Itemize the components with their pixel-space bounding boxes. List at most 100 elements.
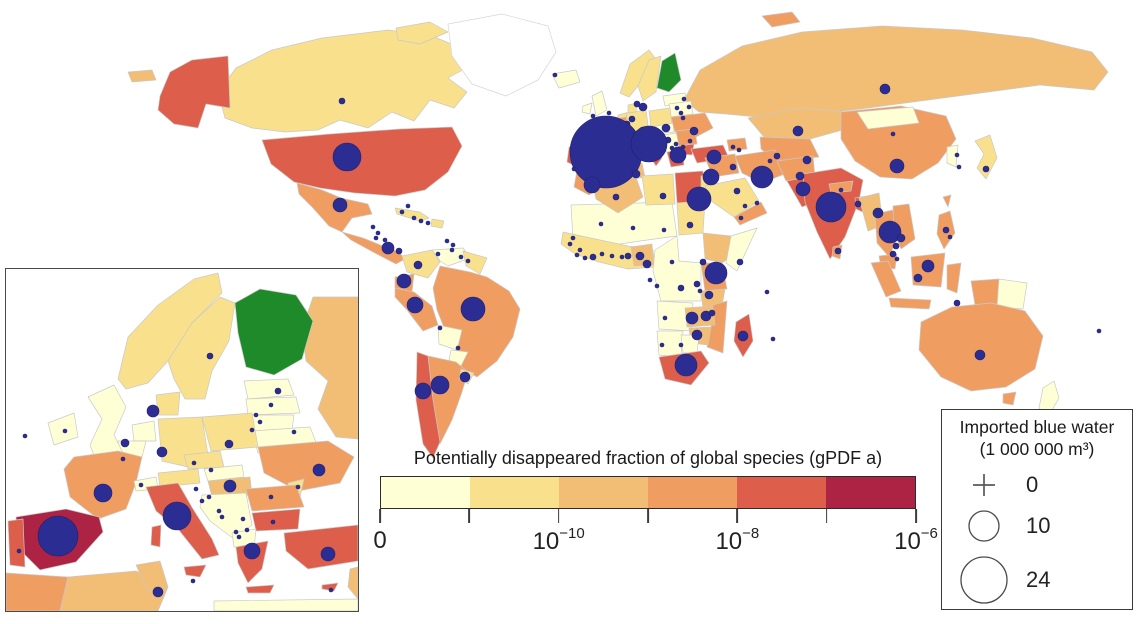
import-bubble [736,147,742,153]
import-bubble [413,260,423,270]
inset-sardinia [150,524,162,548]
europe-inset [5,268,359,612]
import-bubble [465,258,471,264]
import-bubble [956,164,962,170]
import-bubble [406,296,424,314]
inset-turkey [283,524,358,570]
import-bubble [685,311,699,325]
import-bubble [62,428,68,434]
import-bubble [686,104,692,110]
country-hispaniola [430,218,445,229]
import-bubble [689,126,699,136]
import-bubble [291,429,297,435]
import-bubble [338,97,346,105]
colorbar-tick-labels: 0 10−10 10−8 10−6 [373,525,938,555]
import-bubble [638,102,648,112]
import-bubble [612,193,620,201]
import-bubble [661,227,667,233]
import-bubble [444,238,450,244]
import-bubble [687,138,693,144]
import-bubble [120,438,130,448]
import-bubble [219,514,225,520]
size-legend-row: 0 [942,467,1132,503]
import-bubble [257,419,263,425]
import-bubble [206,352,214,360]
import-bubble [678,110,684,116]
inset-portugal [7,518,26,568]
import-bubble [156,446,168,458]
import-bubble [268,402,274,408]
inset-choropleth-layer [6,272,358,611]
import-bubble [396,273,412,289]
import-bubble [373,235,379,241]
import-bubble [662,315,668,321]
import-bubble [674,105,680,111]
import-bubble [223,479,237,493]
colorbar-bin-3 [559,477,648,508]
country-nepal [828,180,854,194]
import-bubble [693,280,701,288]
import-bubble [382,237,388,243]
import-bubble [249,427,255,433]
import-bubble [430,375,450,395]
size-legend-value: 10 [1026,512,1051,538]
import-bubble [191,460,197,466]
import-bubble [295,484,301,490]
import-bubble [240,516,246,522]
import-bubble [708,309,716,317]
country-new-zealand [1038,380,1060,418]
import-bubble [686,221,694,229]
import-bubble [802,155,812,165]
country-mongolia [856,106,920,130]
colorbar-bin-5 [737,477,826,508]
import-bubble [889,158,905,174]
import-bubble [570,235,576,241]
import-bubble [742,203,748,209]
colorbar-tick-label: 10−10 [532,525,585,555]
import-bubbles-layer [332,72,1102,400]
import-bubble [411,215,417,221]
import-bubble [233,529,239,535]
import-bubble [577,247,583,253]
import-bubble [598,221,604,227]
import-bubble [243,542,261,560]
import-bubble [458,254,464,260]
import-bubble [624,252,632,260]
import-bubble [681,96,687,102]
import-bubble [890,131,896,137]
import-bubble [706,149,722,165]
import-bubble [224,439,234,449]
import-bubble [375,230,381,236]
import-bubble [216,508,222,514]
country-taiwan [942,194,952,208]
import-bubble [590,113,596,119]
country-ireland [581,102,593,115]
import-bubble [569,115,643,189]
inset-morocco [6,572,69,611]
size-legend-title-line1: Imported blue water [959,417,1115,437]
import-bubble [619,254,625,260]
country-java [888,297,932,310]
colorbar-tick [915,509,917,523]
import-bubble [199,498,205,504]
import-bubble [953,299,961,307]
country-sulawesi [946,262,962,294]
import-bubble [93,483,113,503]
country-russia [683,25,1109,119]
import-bubble [414,382,432,400]
import-bubble [697,288,703,294]
import-bubble [654,283,660,289]
inset-sweden [167,296,236,400]
colorbar-tick-label: 0 [373,527,387,554]
import-bubble [737,330,749,342]
colorbar-tick [825,509,828,523]
size-legend-row: 10 [942,503,1132,549]
country-brazil [432,265,521,378]
import-bubble [571,166,577,172]
import-bubble [599,251,605,257]
import-bubble [16,548,22,554]
import-bubble [190,578,196,584]
import-bubble [702,168,720,186]
import-bubble [606,110,612,116]
